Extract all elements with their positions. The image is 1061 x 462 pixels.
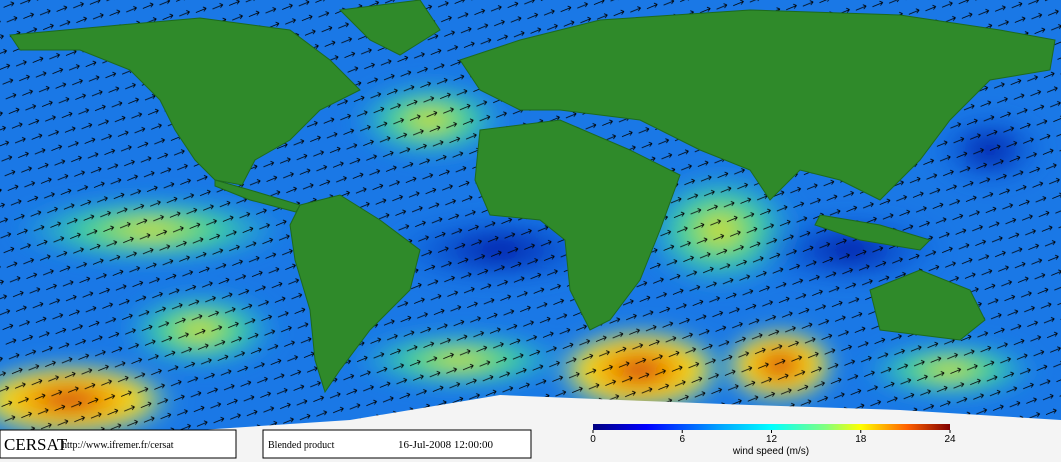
url: http://www.ifremer.fr/cersat [62, 440, 174, 451]
date: 16-Jul-2008 12:00:00 [398, 439, 494, 451]
continents [9, 0, 1056, 394]
colorbar-label: wind speed (m/s) [732, 446, 809, 457]
logo: CERSAT [4, 435, 68, 454]
product: Blended product [268, 440, 335, 451]
colorbar [593, 424, 950, 430]
colorbar-ticks: 0 6 12 18 24 [590, 430, 956, 445]
colorbar-tick-label: 6 [679, 434, 685, 445]
colorbar-tick-label: 12 [766, 434, 778, 445]
colorbar-tick-label: 24 [944, 434, 956, 445]
product-box [262, 429, 532, 459]
colorbar-tick-label: 18 [855, 434, 867, 445]
logo-box [0, 429, 237, 459]
colorbar-tick-label: 0 [590, 434, 596, 445]
